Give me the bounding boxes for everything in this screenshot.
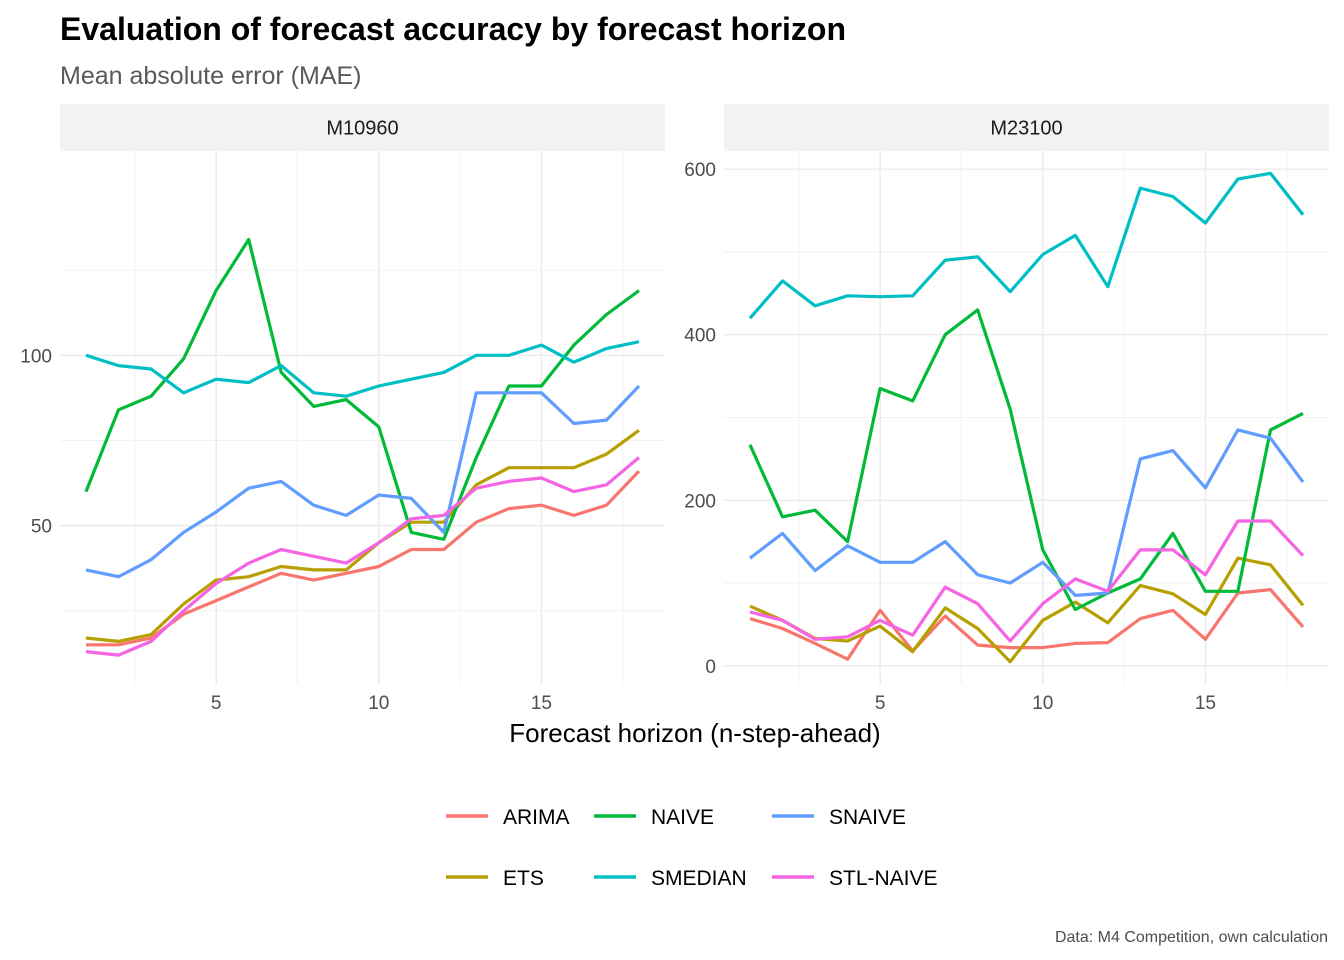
y-tick-label: 50 [31, 517, 52, 538]
series-line-naive [84, 237, 640, 541]
facet-panels: M10960 5 10 15 50 100 M23100 5 10 15 0 200 400 600 [20, 104, 1329, 714]
y-tick-label: 600 [684, 160, 716, 181]
strip-background [60, 104, 665, 151]
series-line-naive [748, 308, 1304, 612]
x-axis-label: Forecast horizon (n-step-ahead) [509, 718, 880, 748]
series-lines [84, 237, 641, 657]
chart-subtitle: Mean absolute error (MAE) [60, 62, 362, 90]
x-tick-label: 10 [368, 693, 389, 714]
chart-title: Evaluation of forecast accuracy by forec… [60, 11, 846, 47]
x-tick-label: 5 [211, 693, 222, 714]
legend-item-naive: NAIVE [594, 806, 714, 829]
legend-label: SNAIVE [829, 806, 906, 829]
series-line-smedian [85, 340, 640, 398]
x-tick-label: 10 [1032, 693, 1053, 714]
legend-item-smedian: SMEDIAN [594, 867, 747, 890]
legend-label: SMEDIAN [651, 867, 747, 890]
x-tick-label: 15 [531, 693, 552, 714]
caption: Data: M4 Competition, own calculation [1055, 929, 1328, 946]
series-line-stl-naive [749, 519, 1305, 643]
series-line-arima [86, 469, 641, 647]
strip-label: M10960 [326, 118, 398, 140]
series-line-ets [749, 556, 1305, 664]
panel-M23100: M23100 5 10 15 0 200 400 600 [684, 104, 1329, 714]
y-tick-label: 0 [705, 657, 716, 678]
series-line-smedian [748, 171, 1305, 320]
legend-label: ARIMA [503, 806, 570, 829]
legend-label: STL-NAIVE [829, 867, 938, 890]
strip-background [724, 104, 1329, 151]
gridlines [724, 151, 1329, 684]
y-tick-label: 200 [684, 491, 716, 512]
y-tick-label: 100 [20, 346, 52, 367]
series-line-arima [749, 587, 1305, 661]
series-lines [748, 171, 1305, 664]
panel-M10960: M10960 5 10 15 50 100 [20, 104, 665, 714]
series-line-ets [85, 429, 640, 644]
legend-item-stl-naive: STL-NAIVE [772, 867, 938, 890]
series-line-snaive [85, 384, 641, 579]
x-tick-label: 5 [875, 693, 886, 714]
series-line-stl-naive [85, 456, 641, 657]
legend-item-ets: ETS [446, 867, 544, 890]
legend-label: NAIVE [651, 806, 714, 829]
legend: ARIMA NAIVE SNAIVE ETS SMEDIAN STL-NAIVE [446, 806, 938, 890]
legend-item-snaive: SNAIVE [772, 806, 906, 829]
legend-label: ETS [503, 867, 544, 890]
gridlines [60, 151, 665, 684]
legend-item-arima: ARIMA [446, 806, 570, 829]
series-line-snaive [749, 428, 1305, 598]
strip-label: M23100 [990, 118, 1062, 140]
y-tick-label: 400 [684, 326, 716, 347]
x-tick-label: 15 [1195, 693, 1216, 714]
